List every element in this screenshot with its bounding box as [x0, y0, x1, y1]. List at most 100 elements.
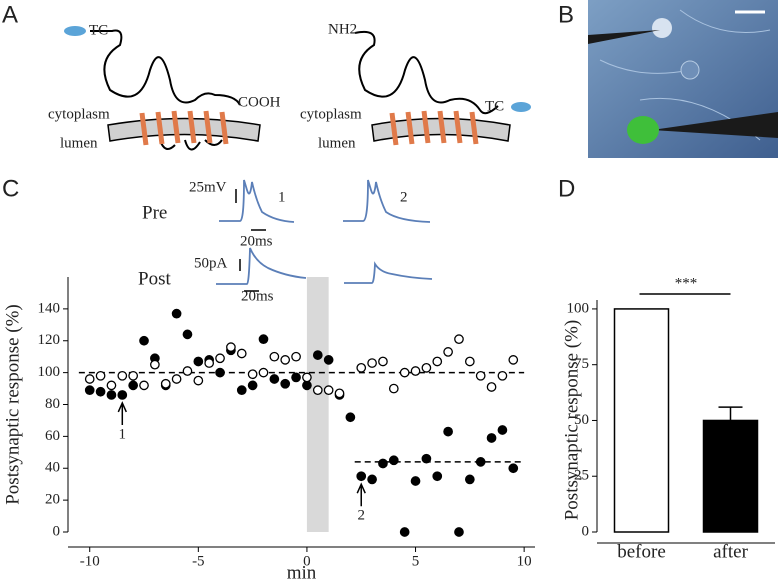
data-point [410, 366, 421, 376]
data-point [421, 453, 432, 464]
data-point [280, 378, 291, 389]
data-point [399, 367, 410, 378]
data-point [258, 367, 269, 378]
bar [702, 419, 759, 533]
data-point [378, 458, 388, 469]
data-point [475, 457, 486, 467]
data-point [226, 342, 236, 352]
data-point [236, 385, 247, 396]
data-point [302, 372, 312, 383]
bar [613, 308, 670, 533]
data-point [247, 369, 258, 380]
annotation-arrow [117, 401, 127, 425]
y-tick-label: 25 [574, 468, 589, 484]
data-point [117, 370, 128, 381]
data-point [84, 385, 95, 396]
y-axis-label: Postsynaptic response (%) [561, 320, 582, 521]
data-point [269, 374, 280, 384]
y-tick-label: 50 [574, 412, 589, 428]
bar-chart: 0 25 50 75 100 Postsynaptic response (%) befor… [561, 275, 775, 562]
data-point [95, 370, 106, 381]
trace-number: 2 [400, 189, 408, 205]
x-tick-label: 0 [303, 553, 311, 569]
data-point [215, 367, 225, 378]
scale-label: 50pA [194, 255, 228, 271]
data-point [323, 355, 334, 365]
trace-number: 1 [278, 189, 286, 205]
data-point [399, 527, 410, 537]
data-point [432, 356, 443, 367]
scale-label: 20ms [240, 233, 273, 249]
annotation-label: 1 [119, 426, 127, 442]
error-bar [718, 406, 743, 421]
data-point [486, 382, 497, 392]
y-axis-label: Postsynaptic response (%) [2, 304, 23, 505]
data-point [508, 355, 519, 365]
trace-label: Post [138, 268, 171, 289]
data-point [182, 329, 193, 340]
data-point [106, 390, 117, 400]
data-point [128, 380, 139, 391]
data-point [128, 370, 139, 381]
panel-letter: A [2, 1, 18, 28]
data-point [410, 476, 421, 486]
data-point [139, 380, 149, 391]
tag-marker [64, 26, 86, 36]
data-point [367, 474, 377, 485]
data-point [378, 356, 388, 367]
label: TC [89, 22, 108, 38]
trace-label: Pre [142, 202, 167, 223]
data-point [497, 370, 508, 381]
y-tick-label: 0 [582, 523, 590, 539]
data-point [247, 380, 258, 391]
y-tick-label: 75 [574, 356, 589, 372]
significance-label: *** [675, 275, 698, 291]
data-point [334, 388, 345, 399]
data-point [160, 378, 171, 389]
y-tick-label: 100 [567, 300, 590, 316]
data-point [171, 374, 182, 384]
data-point [291, 372, 301, 383]
scale-bars [235, 189, 266, 292]
data-point [475, 370, 486, 381]
y-tick-label: 40 [45, 460, 60, 476]
data-point [95, 386, 106, 397]
panel-letter: B [558, 1, 574, 28]
data-point [215, 353, 225, 364]
data-point [454, 334, 464, 345]
micrograph [588, 0, 778, 158]
data-point [497, 425, 508, 435]
x-tick-label: -10 [80, 553, 100, 569]
data-point [323, 385, 334, 396]
data-point [280, 355, 291, 365]
data-point [193, 356, 204, 367]
y-tick-label: 120 [38, 332, 61, 348]
data-point [356, 471, 367, 482]
data-point [139, 335, 149, 346]
annotation-label: 2 [357, 508, 365, 524]
data-point [443, 426, 453, 437]
scale-label: 25mV [189, 179, 227, 195]
y-tick-label: 140 [38, 300, 61, 316]
data-point [204, 358, 215, 368]
data-point [236, 348, 247, 359]
panel-letter: C [2, 175, 19, 202]
data-point [269, 351, 280, 362]
annotation-arrow [356, 482, 366, 507]
data-point [291, 351, 301, 362]
label: COOH [238, 94, 281, 110]
data-point [258, 334, 269, 345]
x-axis-label: min [287, 562, 317, 581]
data-point [106, 380, 117, 391]
data-point [302, 380, 312, 391]
data-point [508, 463, 519, 474]
data-point [486, 433, 497, 443]
scale-label: 20ms [241, 288, 274, 304]
label: cytoplasm [48, 106, 110, 122]
data-point [464, 356, 475, 367]
data-point [117, 390, 128, 400]
data-point [171, 308, 182, 319]
data-point [193, 375, 204, 386]
data-point [367, 358, 377, 368]
